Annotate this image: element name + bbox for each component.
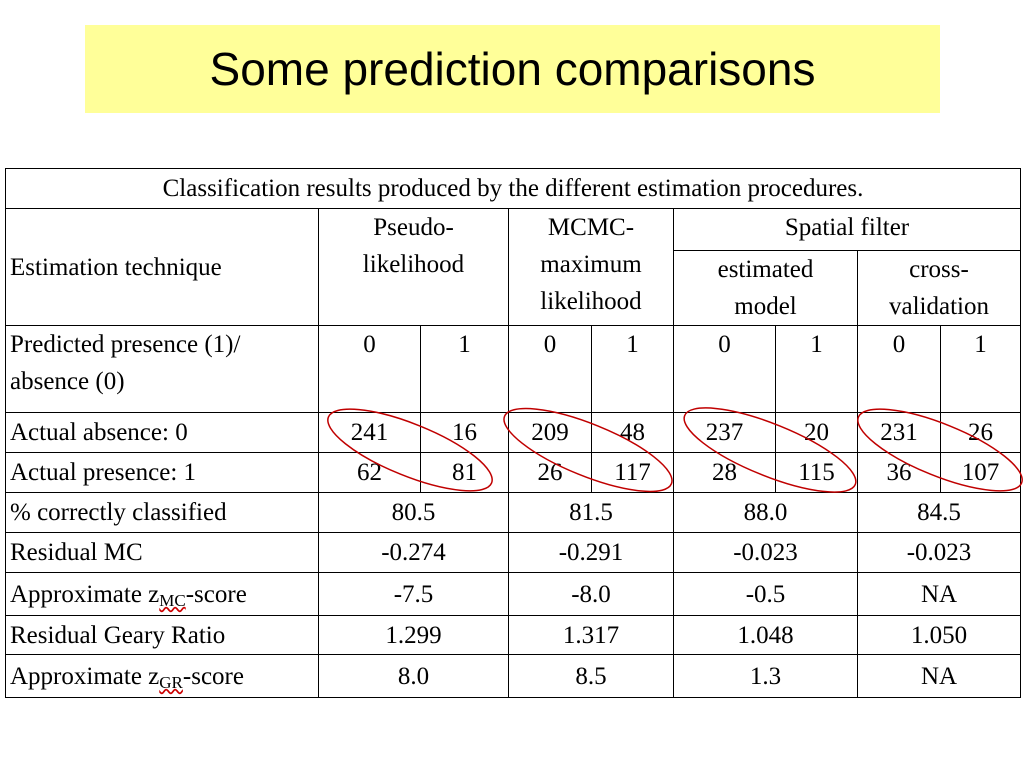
cell: 107 — [940, 452, 1021, 493]
label-part: Approximate z — [10, 580, 160, 608]
cell: -0.291 — [508, 532, 674, 573]
table-row: % correctly classified 80.5 81.5 88.0 84.5 — [5, 492, 1021, 533]
cell: 28 — [673, 452, 776, 493]
cell: 1 — [591, 325, 674, 413]
table-row: Approximate zGR-score 8.0 8.5 1.3 NA — [5, 654, 1021, 698]
table-row: Approximate zMC-score -7.5 -8.0 -0.5 NA — [5, 572, 1021, 616]
cell: 117 — [591, 452, 674, 493]
label-part: -score — [182, 662, 244, 690]
table-row: Predicted presence (1)/ absence (0) 0 1 0 1 0… — [5, 325, 1021, 413]
subscript: MC — [159, 590, 186, 610]
cell: 8.5 — [508, 654, 674, 698]
cell: 1.048 — [673, 615, 858, 655]
cell: 81 — [420, 452, 509, 493]
table-row: Residual MC -0.274 -0.291 -0.023 -0.023 — [5, 532, 1021, 573]
label-part: Residual MC — [10, 539, 143, 566]
cell: 8.0 — [318, 654, 509, 698]
cell: 1.317 — [508, 615, 674, 655]
cell: 80.5 — [318, 492, 509, 533]
row-label: Approximate zGR-score — [5, 654, 319, 698]
row-label: % correctly classified — [5, 492, 319, 533]
cell: 209 — [508, 412, 592, 453]
cell: -7.5 — [318, 572, 509, 616]
row-label: Residual MC — [5, 532, 319, 573]
header-cell: Estimation technique — [5, 208, 319, 326]
slide-title: Some prediction comparisons — [85, 25, 940, 113]
cell: 115 — [775, 452, 858, 493]
row-label: Predicted presence (1)/ absence (0) — [5, 325, 319, 413]
cell: 16 — [420, 412, 509, 453]
cell: 0 — [673, 325, 776, 413]
cell: 26 — [940, 412, 1021, 453]
cell: NA — [857, 572, 1021, 616]
subscript: GR — [159, 672, 183, 692]
cell: -8.0 — [508, 572, 674, 616]
cell: 1.3 — [673, 654, 858, 698]
cell: 1 — [775, 325, 858, 413]
cell: 1 — [420, 325, 509, 413]
cell: -0.5 — [673, 572, 858, 616]
cell: -0.023 — [673, 532, 858, 573]
cell: 88.0 — [673, 492, 858, 533]
row-label: Actual presence: 1 — [5, 452, 319, 493]
cell: 1.050 — [857, 615, 1021, 655]
row-label: Residual Geary Ratio — [5, 615, 319, 655]
cell: 62 — [318, 452, 421, 493]
cell: 241 — [318, 412, 421, 453]
table-row: Residual Geary Ratio 1.299 1.317 1.048 1.050 — [5, 615, 1021, 655]
header-cell: cross- validation — [857, 250, 1021, 326]
header-cell: Pseudo- likelihood — [318, 208, 509, 326]
table-row: Actual absence: 0 241 16 209 48 237 20 231 26 — [5, 412, 1021, 453]
cell: 1.299 — [318, 615, 509, 655]
cell: 231 — [857, 412, 941, 453]
cell: 0 — [318, 325, 421, 413]
cell: 20 — [775, 412, 858, 453]
cell: 26 — [508, 452, 592, 493]
cell: NA — [857, 654, 1021, 698]
cell: 36 — [857, 452, 941, 493]
label-part: Residual Geary Ratio — [10, 621, 226, 649]
row-label: Approximate zMC-score — [5, 572, 319, 616]
results-table: Classification results produced by the d… — [5, 168, 1021, 698]
table-row: Actual presence: 1 62 81 26 117 28 115 36 107 — [5, 452, 1021, 493]
label-part: Approximate z — [10, 662, 160, 690]
header-cell: MCMC- maximum likelihood — [508, 208, 674, 326]
cell: 237 — [673, 412, 776, 453]
cell: 84.5 — [857, 492, 1021, 533]
label-part: -score — [185, 580, 247, 608]
label-part: % correctly classified — [10, 499, 227, 526]
table-caption: Classification results produced by the d… — [5, 168, 1021, 209]
header-cell: estimated model — [673, 250, 858, 326]
cell: -0.274 — [318, 532, 509, 573]
header-cell: Spatial filter — [673, 208, 1021, 251]
cell: 1 — [940, 325, 1021, 413]
cell: 48 — [591, 412, 674, 453]
cell: -0.023 — [857, 532, 1021, 573]
cell: 0 — [508, 325, 592, 413]
row-label: Actual absence: 0 — [5, 412, 319, 453]
cell: 81.5 — [508, 492, 674, 533]
cell: 0 — [857, 325, 941, 413]
